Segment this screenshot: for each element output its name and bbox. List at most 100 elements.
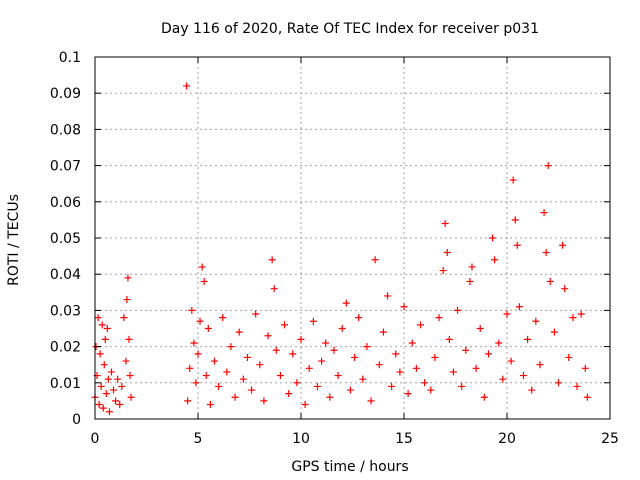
data-point bbox=[260, 397, 268, 405]
data-point bbox=[118, 382, 126, 390]
data-point bbox=[188, 306, 196, 314]
data-point bbox=[235, 328, 243, 336]
data-point bbox=[268, 256, 276, 264]
data-point bbox=[112, 397, 120, 405]
x-tick-label: 10 bbox=[292, 431, 310, 447]
data-point bbox=[124, 274, 132, 282]
data-point bbox=[210, 357, 218, 365]
data-point bbox=[94, 314, 102, 322]
y-tick-label: 0.05 bbox=[50, 231, 81, 247]
data-point bbox=[123, 296, 131, 304]
data-point bbox=[421, 379, 429, 387]
data-point bbox=[101, 335, 109, 343]
data-point bbox=[330, 346, 338, 354]
y-tick-label: 0.03 bbox=[50, 303, 81, 319]
data-point bbox=[100, 361, 108, 369]
data-point bbox=[462, 346, 470, 354]
data-points bbox=[91, 82, 591, 416]
y-tick-label: 0.04 bbox=[50, 267, 81, 283]
data-point bbox=[515, 303, 523, 311]
data-point bbox=[519, 372, 527, 380]
data-point bbox=[252, 310, 260, 318]
data-point bbox=[206, 401, 214, 409]
data-point bbox=[95, 401, 103, 409]
chart-title: Day 116 of 2020, Rate Of TEC Index for r… bbox=[161, 21, 539, 37]
data-point bbox=[528, 386, 536, 394]
data-point bbox=[495, 339, 503, 347]
data-point bbox=[355, 314, 363, 322]
data-point bbox=[334, 372, 342, 380]
data-point bbox=[194, 350, 202, 358]
data-point bbox=[239, 375, 247, 383]
data-point bbox=[110, 386, 118, 394]
data-point bbox=[293, 379, 301, 387]
data-point bbox=[532, 317, 540, 325]
data-point bbox=[540, 209, 548, 217]
data-point bbox=[289, 350, 297, 358]
data-point bbox=[404, 390, 412, 398]
y-tick-label: 0 bbox=[72, 412, 81, 428]
data-point bbox=[223, 368, 231, 376]
data-point bbox=[204, 325, 212, 332]
data-point bbox=[322, 339, 330, 347]
data-point bbox=[285, 390, 293, 398]
data-point bbox=[408, 339, 416, 347]
data-point bbox=[427, 386, 435, 394]
data-point bbox=[400, 303, 408, 311]
data-point bbox=[449, 368, 457, 376]
data-point bbox=[126, 372, 134, 380]
data-point bbox=[569, 314, 577, 322]
data-point bbox=[511, 216, 519, 224]
data-point bbox=[351, 353, 359, 361]
data-point bbox=[439, 267, 447, 275]
x-tick-label: 5 bbox=[194, 431, 203, 447]
data-point bbox=[219, 314, 227, 322]
data-point bbox=[416, 321, 424, 329]
data-point bbox=[555, 379, 562, 387]
data-point bbox=[326, 393, 334, 401]
data-point bbox=[367, 397, 375, 405]
data-point bbox=[256, 361, 264, 369]
data-point bbox=[431, 353, 439, 361]
data-point bbox=[412, 364, 420, 372]
data-point bbox=[200, 277, 208, 285]
data-point bbox=[392, 350, 400, 358]
y-tick-label: 0.02 bbox=[50, 340, 81, 356]
data-point bbox=[491, 256, 499, 264]
data-point bbox=[499, 375, 507, 383]
y-tick-label: 0.1 bbox=[59, 50, 81, 66]
data-point bbox=[476, 325, 484, 332]
data-point bbox=[99, 404, 107, 412]
data-point bbox=[186, 364, 194, 372]
data-point bbox=[559, 241, 567, 249]
data-point bbox=[536, 361, 544, 369]
data-point bbox=[342, 299, 350, 307]
data-point bbox=[248, 386, 256, 394]
data-point bbox=[561, 285, 569, 293]
data-point bbox=[183, 82, 191, 90]
data-point bbox=[107, 368, 115, 376]
data-point bbox=[583, 393, 591, 401]
data-point bbox=[313, 382, 321, 390]
data-point bbox=[445, 335, 453, 343]
x-tick-label: 25 bbox=[601, 431, 619, 447]
y-tick-label: 0.01 bbox=[50, 376, 81, 392]
data-point bbox=[104, 375, 112, 383]
data-point bbox=[243, 353, 251, 361]
data-point bbox=[190, 339, 198, 347]
data-point bbox=[184, 397, 192, 405]
data-point bbox=[227, 343, 235, 351]
data-point bbox=[215, 382, 223, 390]
data-point bbox=[103, 325, 111, 332]
data-point bbox=[116, 401, 124, 409]
axis-ticks: 0 5 10 15 20 25 0 0.01 0.02 0.03 0.04 0.05 0.06 0.07 0… bbox=[50, 50, 619, 447]
data-point bbox=[202, 372, 210, 380]
data-point bbox=[120, 314, 128, 322]
data-point bbox=[542, 248, 550, 256]
data-point bbox=[359, 375, 367, 383]
data-point bbox=[297, 335, 305, 343]
data-point bbox=[550, 328, 558, 336]
data-point bbox=[122, 357, 130, 365]
data-point bbox=[192, 379, 200, 387]
